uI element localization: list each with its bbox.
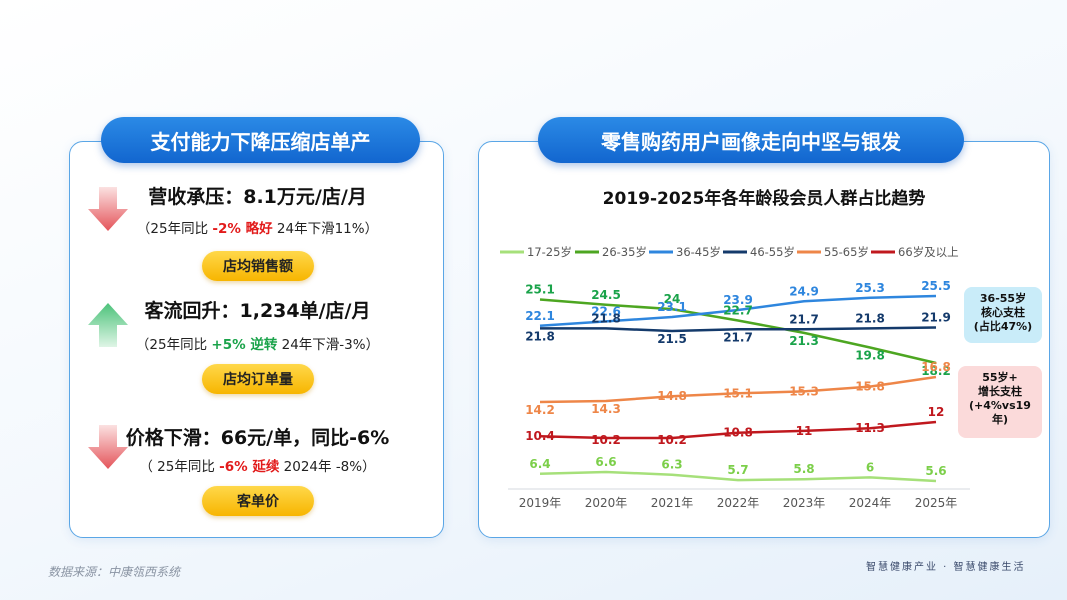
data-label: 21.9 [921,311,951,325]
data-label: 25.5 [921,279,951,293]
left-panel: 营收承压：8.1万元/店/月 （25年同比 -2% 略好 24年下滑11%） 店… [69,141,444,538]
data-label: 14.3 [591,402,621,416]
series-line [539,420,937,440]
up-arrow-icon [88,303,128,347]
data-label: 21.8 [525,329,555,343]
x-tick-label: 2019年 [519,496,562,510]
tag-avg-orders: 店均订单量 [202,364,314,394]
data-label: 6.6 [595,455,616,469]
left-section-title: 支付能力下降压缩店单产 [101,117,420,163]
data-label: 11 [796,424,813,438]
data-label: 25.3 [855,281,885,295]
data-label: 15.8 [855,380,885,394]
data-label: 6.3 [661,458,682,472]
data-label: 23.9 [723,293,753,307]
right-section-title: 零售购药用户画像走向中坚与银发 [538,117,964,163]
growth-pillar-text: 55岁+ 增长支柱 (+4%vs19 年) [969,371,1031,426]
data-label: 15.1 [723,386,753,400]
series-line [539,470,937,483]
data-label: 6 [866,460,874,474]
data-label: 23.1 [657,300,687,314]
series-lines [539,294,937,483]
revenue-subtext: （25年同比 -2% 略好 24年下滑11%） [136,221,379,237]
x-tick-label: 2020年 [585,496,628,510]
data-label: 22.6 [591,304,621,318]
data-label: 10.4 [525,429,555,443]
tag-avg-ticket: 客单价 [202,486,314,516]
x-tick-label: 2022年 [717,496,760,510]
series-line [539,298,937,365]
x-tick-label: 2025年 [915,496,958,510]
down-arrow-icon [88,187,128,231]
legend-label: 36-45岁 [676,245,721,259]
data-labels: 6.4 6.6 6.3 5.7 5.8 6 5.6 25.1 24.5 24 22.7 21.3 19.… [525,279,951,478]
data-label: 10.2 [591,433,621,447]
core-pillar-text: 36-55岁 核心支柱 (占比47%) [973,292,1033,333]
data-label: 21.3 [789,334,819,348]
data-label: 11.3 [855,421,885,435]
data-label: 5.6 [925,464,946,478]
data-label: 24.9 [789,284,819,298]
data-label: 18.2 [921,364,951,378]
chart-legend: 17-25岁 26-35岁 36-45岁 46-55岁 55-65岁 66岁及以上 [500,245,959,259]
data-label: 16.8 [921,360,951,374]
legend-label: 17-25岁 [527,245,572,259]
series-line [539,375,937,404]
data-label: 21.8 [591,311,621,325]
legend-label: 55-65岁 [824,245,869,259]
footer-slogan: 智慧健康产业 · 智慧健康生活 [866,562,1026,573]
price-subtext: （ 25年同比 -6% 延续 2024年 -8%） [139,459,376,475]
growth-pillar-callout: 55岁+ 增长支柱 (+4%vs19 年) [958,366,1042,438]
x-tick-label: 2021年 [651,496,694,510]
data-label: 21.7 [723,330,753,344]
data-label: 21.8 [855,311,885,325]
data-label: 25.1 [525,283,555,297]
core-pillar-callout: 36-55岁 核心支柱 (占比47%) [964,287,1042,343]
series-line [540,326,937,333]
traffic-subtext: （25年同比 +5% 逆转 24年下滑-3%） [135,337,380,353]
tag-avg-sales: 店均销售额 [202,251,314,281]
traffic-heading: 客流回升：1,234单/店/月 [144,300,371,322]
data-label: 21.7 [789,312,819,326]
data-label: 24 [664,292,681,306]
data-label: 24.5 [591,288,621,302]
data-label: 22.7 [723,304,753,318]
x-tick-label: 2023年 [783,496,826,510]
data-source: 数据来源：中康瓴西系统 [48,565,181,579]
data-label: 19.8 [855,349,885,363]
data-label: 5.7 [727,463,748,477]
legend-label: 26-35岁 [602,245,647,259]
traffic-highlight: +5% 逆转 [211,337,278,353]
x-axis-ticks: 2019年 2020年 2021年 2022年 2023年 2024年 2025年 [519,496,958,510]
legend-label: 66岁及以上 [898,245,959,259]
data-label: 14.8 [657,389,687,403]
revenue-highlight: -2% 略好 [212,221,273,237]
data-label: 10.2 [657,433,687,447]
price-heading: 价格下滑：66元/单，同比-6% [125,427,390,449]
data-label: 15.3 [789,384,819,398]
price-highlight: -6% 延续 [219,459,280,475]
down-arrow-icon [88,425,128,469]
x-tick-label: 2024年 [849,496,892,510]
data-label: 22.1 [525,309,555,323]
data-label: 6.4 [529,457,550,471]
series-line [539,294,937,328]
data-label: 12 [928,405,945,419]
age-trend-chart: 2019-2025年各年龄段会员人群占比趋势 17-25岁 26-35岁 36-45… [500,188,970,510]
chart-title: 2019-2025年各年龄段会员人群占比趋势 [603,188,926,209]
data-label: 14.2 [525,403,555,417]
revenue-heading: 营收承压：8.1万元/店/月 [148,186,367,208]
data-label: 5.8 [793,462,814,476]
data-label: 21.5 [657,332,687,346]
data-label: 10.8 [723,426,753,440]
legend-label: 46-55岁 [750,245,795,259]
